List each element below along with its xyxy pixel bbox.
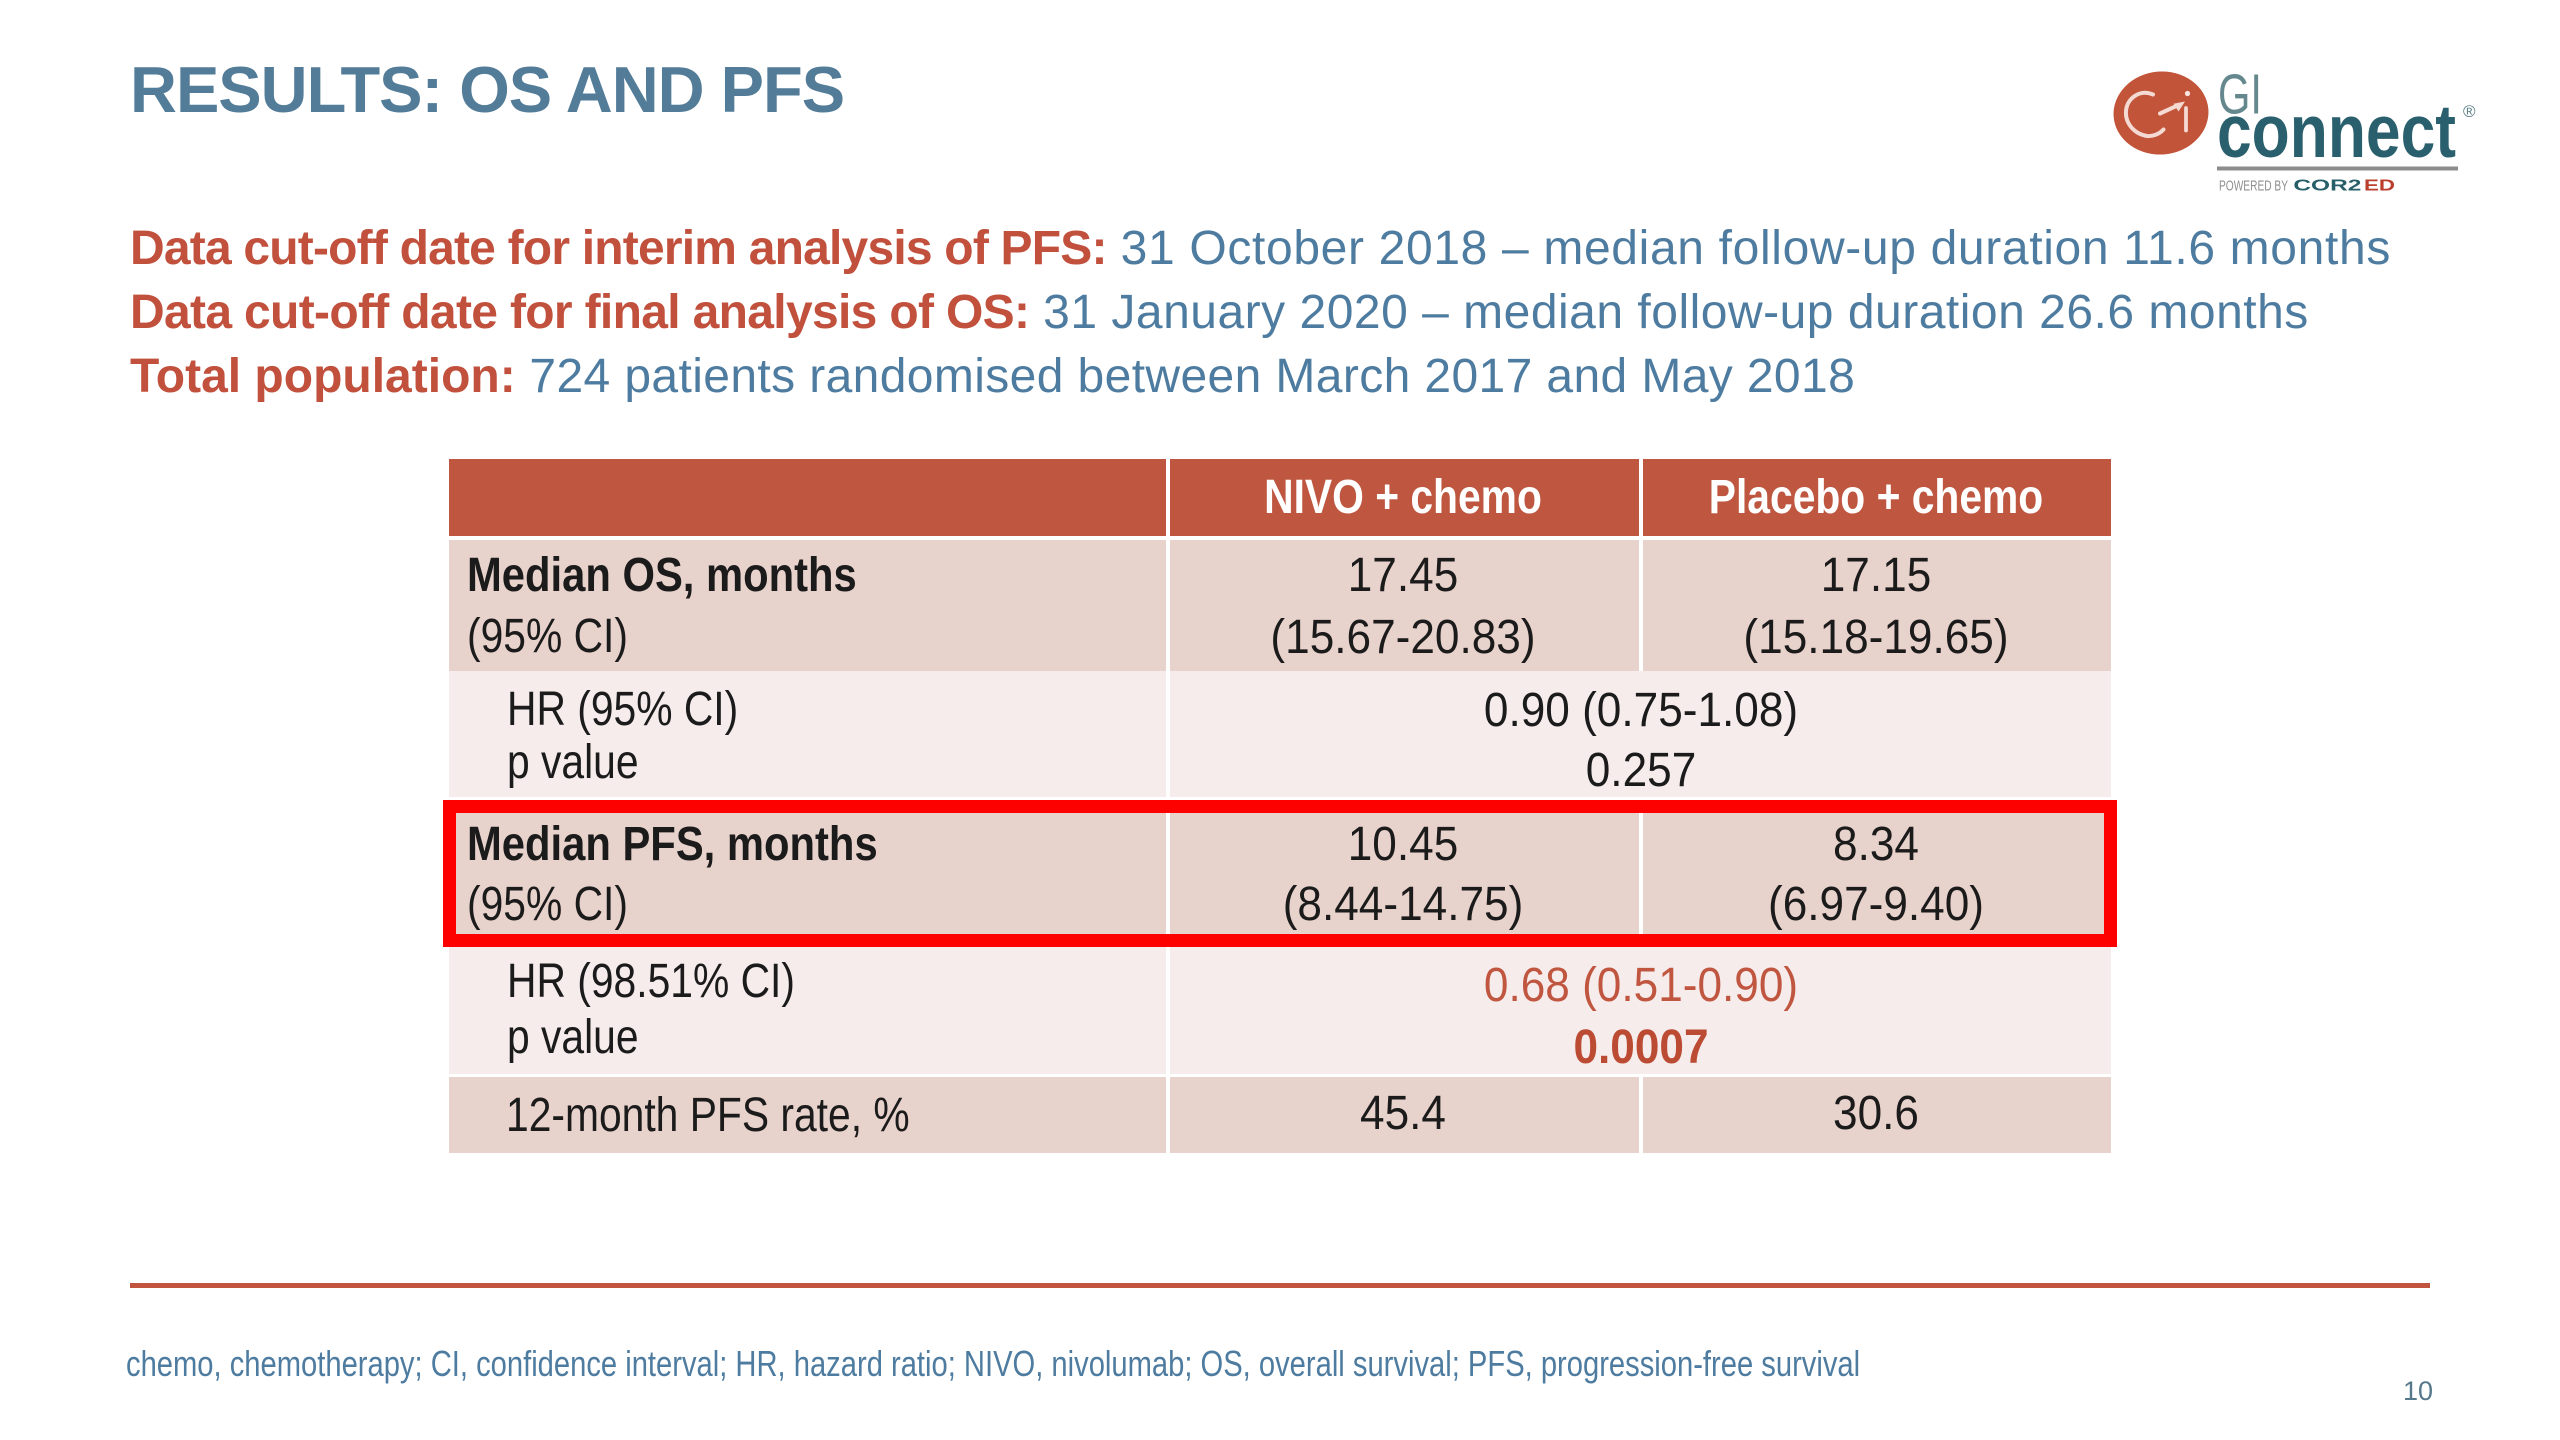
- svg-text:GI: GI: [2218, 62, 2262, 126]
- svg-text:connect: connect: [2217, 89, 2456, 173]
- svg-text:COR2: COR2: [2293, 178, 2361, 195]
- svg-text:ED: ED: [2364, 178, 2395, 195]
- svg-text:POWERED BY: POWERED BY: [2219, 178, 2288, 195]
- svg-text:®: ®: [2463, 102, 2476, 121]
